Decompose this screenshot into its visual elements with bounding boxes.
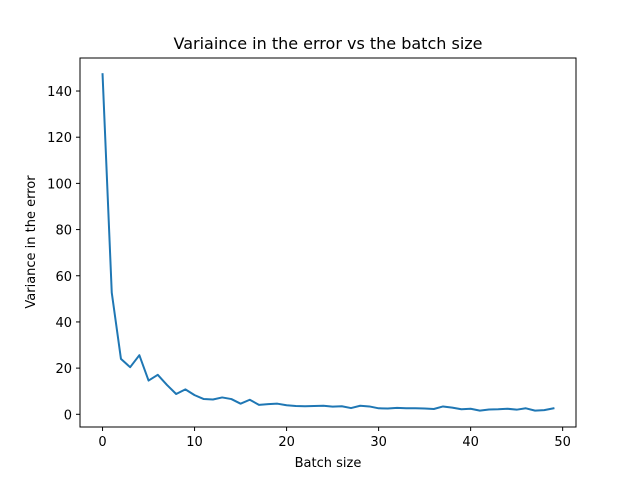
- y-tick-label: 20: [55, 362, 72, 377]
- x-tick-label: 0: [98, 435, 106, 450]
- chart-title: Variaince in the error vs the batch size: [174, 34, 483, 53]
- x-axis-label: Batch size: [295, 456, 362, 471]
- y-tick-label: 80: [55, 224, 72, 239]
- y-tick-label: 100: [47, 177, 72, 192]
- y-tick-label: 0: [64, 408, 72, 423]
- y-tick-label: 120: [47, 131, 72, 146]
- y-axis-label: Variance in the error: [24, 175, 39, 309]
- x-tick-label: 10: [186, 435, 203, 450]
- x-tick-label: 40: [462, 435, 479, 450]
- axes-frame: [79, 57, 577, 428]
- series-line: [101, 73, 555, 412]
- x-tick-label: 30: [370, 435, 387, 450]
- y-tick-label: 40: [55, 316, 72, 331]
- y-axis: 0 20 40 60 80 100 120 140: [47, 85, 80, 423]
- x-axis: 0 10 20 30 40 50: [98, 427, 571, 450]
- plot-area: [101, 73, 555, 412]
- x-tick-label: 50: [554, 435, 571, 450]
- x-tick-label: 20: [278, 435, 295, 450]
- y-tick-label: 140: [47, 85, 72, 100]
- y-tick-label: 60: [55, 270, 72, 285]
